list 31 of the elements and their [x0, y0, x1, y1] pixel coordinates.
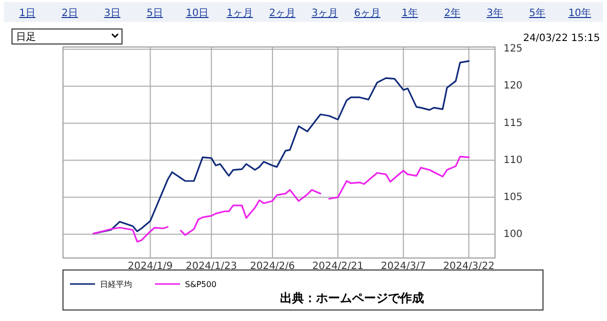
text: 10年	[568, 7, 592, 19]
x-tick-label: 2024/1/9	[128, 261, 173, 272]
text: 日足	[16, 32, 36, 43]
source-note: 出典：ホームページで作成	[280, 291, 424, 305]
y-tick-label: 120	[503, 80, 523, 92]
x-tick-label: 2024/3/7	[380, 261, 426, 272]
legend-label: S&P500	[185, 280, 216, 289]
y-tick-label: 100	[503, 228, 523, 240]
text: 10日	[186, 8, 209, 19]
y-tick-label: 125	[503, 44, 523, 55]
x-tick-label: 2024/2/6	[250, 261, 295, 272]
text: 3ヶ月	[312, 8, 338, 19]
x-tick-label: 2024/2/21	[312, 261, 364, 272]
text: 1年	[402, 7, 418, 19]
y-tick-label: 110	[503, 154, 523, 166]
text: 5年	[529, 7, 546, 19]
text: 1日	[19, 8, 36, 19]
text: 3年	[486, 7, 503, 19]
legend-label: 日経平均	[100, 280, 132, 289]
text: 6ヶ月	[354, 8, 380, 19]
y-tick-label: 105	[503, 192, 523, 203]
x-tick-label: 2024/3/22	[443, 261, 494, 272]
text: 2年	[444, 7, 460, 19]
text: 24/03/22 15:15	[523, 33, 600, 44]
text: 5日	[146, 8, 163, 19]
text: 1ヶ月	[226, 8, 253, 19]
text: 2ヶ月	[269, 8, 296, 19]
text: 2日	[62, 8, 78, 19]
text: 3日	[104, 8, 120, 19]
x-tick-label: 2024/1/23	[186, 261, 238, 272]
y-tick-label: 115	[503, 118, 523, 129]
